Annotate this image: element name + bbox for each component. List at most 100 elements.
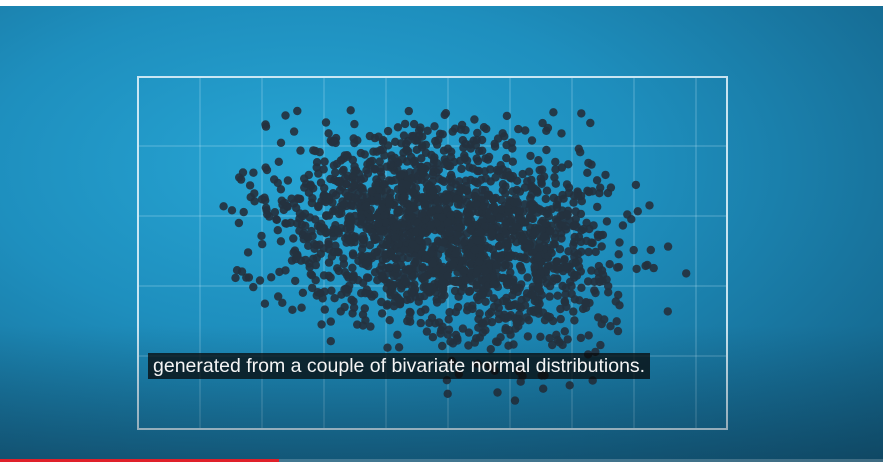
data-point: [545, 281, 555, 291]
data-point: [615, 301, 624, 310]
data-point: [239, 207, 248, 217]
data-point: [479, 201, 488, 211]
data-point: [408, 272, 417, 282]
data-point: [523, 273, 532, 282]
data-point: [472, 236, 482, 245]
data-point: [383, 236, 392, 245]
plot-frame: [137, 76, 728, 430]
data-point: [557, 129, 566, 138]
data-point: [534, 283, 543, 292]
data-point: [546, 226, 555, 236]
video-player[interactable]: generated from a couple of bivariate nor…: [0, 6, 883, 462]
data-point: [561, 290, 570, 299]
data-point: [334, 266, 343, 276]
data-point: [587, 238, 596, 247]
data-point: [597, 266, 607, 275]
data-point: [555, 263, 565, 273]
data-point: [372, 212, 381, 221]
data-point: [346, 106, 355, 115]
data-point: [316, 227, 325, 236]
data-point: [276, 237, 286, 246]
data-point: [549, 193, 558, 203]
data-point: [444, 244, 453, 253]
data-point: [322, 192, 332, 202]
data-point: [404, 147, 413, 156]
data-point: [481, 267, 490, 276]
data-point: [478, 215, 487, 224]
data-point: [358, 186, 368, 196]
data-point: [502, 278, 511, 288]
data-point: [403, 265, 413, 275]
data-point: [551, 157, 560, 167]
data-point: [306, 181, 315, 191]
data-point: [629, 245, 638, 255]
data-point: [551, 215, 561, 224]
data-point: [440, 110, 449, 120]
data-point: [376, 167, 386, 177]
data-point: [524, 167, 534, 176]
data-point: [322, 211, 331, 220]
data-point: [486, 345, 495, 354]
data-point: [301, 255, 310, 265]
data-point: [340, 302, 349, 312]
data-point: [249, 168, 258, 177]
data-point: [506, 251, 515, 260]
data-point: [433, 159, 442, 168]
data-point: [384, 176, 394, 185]
data-point: [411, 136, 420, 145]
data-point: [470, 245, 479, 255]
data-point: [385, 316, 394, 325]
data-point: [531, 227, 540, 237]
data-point: [502, 153, 511, 163]
data-point: [649, 263, 658, 273]
data-point: [439, 283, 448, 292]
data-point: [537, 179, 546, 188]
data-point: [289, 199, 298, 208]
data-point: [363, 169, 373, 178]
data-point: [627, 215, 636, 224]
data-point: [340, 285, 349, 294]
data-point: [404, 106, 413, 116]
data-point: [567, 268, 576, 277]
data-point: [497, 257, 506, 266]
data-point: [530, 296, 539, 306]
data-point: [291, 276, 300, 286]
data-point: [278, 298, 287, 307]
data-point: [324, 271, 333, 280]
data-point: [471, 140, 481, 150]
data-point: [342, 151, 352, 160]
data-point: [349, 272, 358, 281]
data-point: [274, 157, 283, 166]
data-point: [267, 273, 276, 282]
data-point: [377, 309, 387, 318]
data-point: [516, 263, 525, 272]
data-point: [614, 262, 623, 272]
data-point: [568, 259, 577, 268]
data-point: [283, 176, 293, 185]
data-point: [484, 309, 494, 319]
data-point: [438, 130, 447, 139]
data-point: [600, 315, 609, 324]
data-point: [501, 229, 510, 238]
data-point: [515, 252, 525, 262]
data-point: [420, 194, 430, 203]
data-point: [547, 248, 556, 258]
data-point: [434, 205, 443, 214]
progress-bar[interactable]: [0, 459, 883, 462]
data-point: [453, 334, 462, 343]
data-point: [310, 239, 319, 249]
data-point: [633, 207, 642, 216]
data-point: [330, 205, 340, 214]
data-point: [486, 165, 495, 174]
data-point: [509, 340, 518, 349]
data-point: [465, 287, 474, 296]
data-point: [535, 165, 544, 175]
data-points: [219, 106, 691, 405]
data-point: [383, 343, 392, 352]
data-point: [444, 193, 453, 203]
data-point: [361, 289, 370, 298]
data-point: [334, 227, 343, 236]
data-point: [499, 223, 508, 232]
data-point: [330, 294, 339, 303]
data-point: [570, 316, 579, 325]
